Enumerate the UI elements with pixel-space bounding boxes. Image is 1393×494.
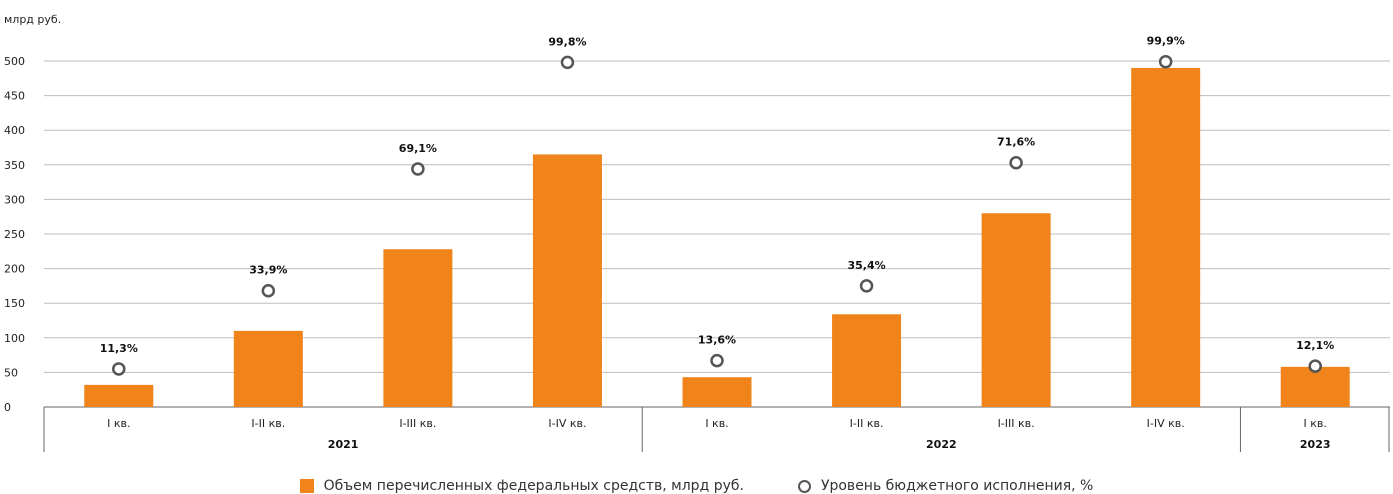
percent-marker [261,283,276,298]
data-label: 13,6% [698,334,736,347]
y-tick-label: 200 [4,263,25,276]
y-axis-ticks: 0 50 100 150 200 250 300 350 400 450 500 [4,55,25,414]
bar [532,154,602,407]
y-tick-label: 0 [4,401,11,414]
y-tick-label: 400 [4,124,25,137]
data-label: 35,4% [847,259,885,272]
y-tick-label: 450 [4,90,25,103]
percent-marker [1009,155,1023,170]
percent-marker [1158,54,1173,69]
legend-label-volume: Объем перечисленных федеральных средств,… [323,478,744,494]
bar [233,330,303,407]
bar [981,213,1051,407]
percent-marker [560,55,575,70]
bar [383,249,453,407]
y-tick-label: 100 [4,332,25,345]
x-tick-label: I-II кв. [850,417,884,430]
x-tick-label: I-III кв. [399,417,436,430]
data-label: 99,9% [1147,35,1185,48]
legend-item-volume: Объем перечисленных федеральных средств,… [299,478,744,494]
percent-marker [112,362,126,376]
legend-marker-execution [797,479,811,493]
percent-marker [1308,359,1322,373]
data-label: 12,1% [1296,339,1334,352]
data-label: 71,6% [997,136,1035,149]
legend-label-execution: Уровень бюджетного исполнения, % [820,478,1094,494]
data-label: 99,8% [548,35,586,48]
y-tick-label: 250 [4,228,25,241]
percent-marker [710,353,724,368]
percent-series: 11,3% 33,9% 69,1% 99,8% 13,6% 35,4% 71,6% 99,9%… [100,35,1334,376]
x-tick-label: I кв. [705,417,728,430]
y-tick-label: 350 [4,159,25,172]
x-tick-label: I кв. [1304,417,1327,430]
legend-swatch-volume [299,479,314,493]
bar [1131,67,1201,408]
y-tick-label: 150 [4,297,25,310]
data-label: 11,3% [100,342,138,355]
x-tick-label: I кв. [107,417,130,430]
bar-series [84,67,1350,408]
x-tick-label: I-IV кв. [548,417,586,430]
y-tick-label: 300 [4,193,25,206]
y-unit-label: млрд руб. [4,13,61,26]
bar [1280,366,1350,407]
bar [682,377,752,407]
x-tick-label: I-III кв. [998,417,1035,430]
y-tick-label: 500 [4,55,25,68]
percent-marker [411,162,425,176]
bar [84,384,154,407]
legend: Объем перечисленных федеральных средств,… [0,478,1393,494]
bar [832,314,902,407]
percent-marker [859,279,874,293]
legend-item-execution: Уровень бюджетного исполнения, % [797,478,1094,494]
group-label: 2023 [1300,438,1331,451]
group-label: 2021 [328,438,359,451]
y-tick-label: 50 [4,366,18,379]
x-tick-label: I-II кв. [251,417,285,430]
x-tick-label: I-IV кв. [1147,417,1185,430]
data-label: 69,1% [399,142,437,155]
group-label: 2022 [926,438,957,451]
data-label: 33,9% [249,264,287,277]
x-axis: I кв. I-II кв. I-III кв. I-IV кв. I кв. I-II … [43,407,1390,452]
